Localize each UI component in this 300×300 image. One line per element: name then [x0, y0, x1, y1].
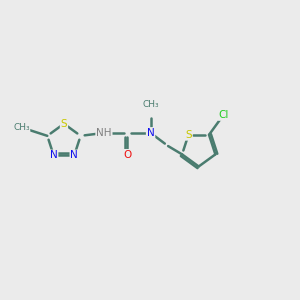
Text: N: N: [50, 150, 58, 161]
Text: CH₃: CH₃: [142, 100, 159, 109]
Text: Cl: Cl: [218, 110, 229, 120]
Text: CH₃: CH₃: [13, 123, 30, 132]
Text: S: S: [185, 130, 192, 140]
Text: N: N: [70, 150, 78, 161]
Text: S: S: [61, 119, 67, 129]
Text: N: N: [147, 128, 154, 138]
Text: O: O: [123, 150, 131, 160]
Text: NH: NH: [96, 128, 112, 138]
